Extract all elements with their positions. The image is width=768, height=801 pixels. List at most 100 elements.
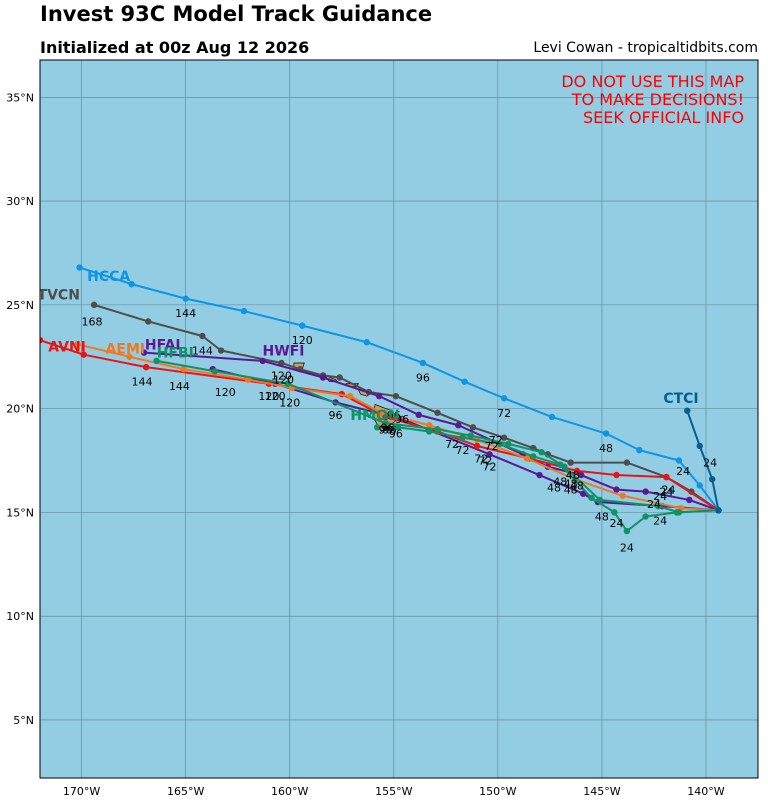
forecast-hour-label: 24	[662, 484, 676, 497]
model-label-hwfi: HWFI	[263, 344, 305, 360]
track-point	[145, 318, 152, 325]
forecast-hour-label: 120	[258, 390, 279, 403]
track-point	[642, 513, 649, 520]
forecast-hour-label: 120	[215, 386, 236, 399]
track-point	[654, 502, 662, 510]
track-point	[382, 413, 389, 421]
lon-tick-label: 145°W	[583, 785, 620, 798]
track-tvcn	[90, 301, 722, 514]
lat-tick-label: 35°N	[6, 91, 34, 104]
forecast-hour-label: 72	[489, 434, 503, 447]
track-point	[588, 494, 595, 502]
track-point	[142, 363, 150, 371]
forecast-hour-label: 24	[676, 465, 690, 478]
lat-tick-label: 30°N	[6, 195, 34, 208]
track-point	[434, 426, 441, 433]
track-point	[415, 411, 422, 419]
track-point	[473, 442, 481, 450]
model-label-hmon: HMON	[350, 408, 399, 424]
track-point	[623, 459, 631, 466]
track-point	[382, 419, 389, 427]
forecast-hour-labels: 2448729612014424487296120144168244872961…	[82, 307, 718, 554]
track-point	[392, 392, 400, 400]
track-point	[613, 486, 620, 493]
track-point	[419, 359, 427, 367]
track-point	[80, 351, 87, 358]
forecast-hour-label: 72	[445, 438, 459, 451]
track-point	[611, 509, 618, 516]
track-point	[684, 407, 691, 414]
track-point	[425, 422, 433, 429]
track-point	[613, 471, 620, 479]
track-point	[530, 453, 537, 460]
track-point	[523, 455, 531, 462]
forecast-hour-label: 168	[82, 315, 103, 328]
track-point	[496, 440, 504, 448]
forecast-hour-label: 96	[381, 421, 395, 434]
track-point	[536, 471, 543, 479]
track-point	[636, 446, 643, 454]
page-subtitle: Initialized at 00z Aug 12 2026	[40, 38, 310, 57]
lat-tick-label: 20°N	[6, 403, 34, 416]
forecast-hour-label: 24	[609, 517, 623, 530]
lon-tick-label: 150°W	[479, 785, 516, 798]
track-point	[211, 368, 219, 375]
track-point	[455, 422, 462, 429]
track-point	[696, 442, 703, 450]
track-point	[90, 301, 98, 309]
track-point	[259, 357, 266, 365]
forecast-hour-label: 120	[279, 396, 300, 409]
lon-tick-label: 160°W	[271, 785, 308, 798]
forecast-hour-label: 24	[647, 498, 661, 511]
track-point	[373, 424, 381, 431]
forecast-hour-label: 120	[292, 334, 313, 347]
track-point	[299, 322, 306, 329]
track-line	[77, 343, 719, 512]
forecast-hour-label: 72	[455, 444, 469, 457]
forecast-hour-label: 72	[485, 440, 499, 453]
track-point	[602, 430, 610, 437]
forecast-hour-label: 120	[273, 374, 294, 387]
model-label-ctci: CTCI	[663, 391, 698, 407]
forecast-hour-label: 144	[192, 345, 213, 358]
track-point	[696, 482, 703, 489]
forecast-hour-label: 48	[599, 442, 613, 455]
track-point	[557, 461, 564, 468]
track-point	[469, 424, 477, 431]
track-point	[180, 365, 187, 373]
map-frame	[39, 59, 759, 779]
forecast-hour-label: 72	[474, 452, 488, 465]
forecast-hour-label: 24	[659, 486, 673, 499]
track-point	[153, 357, 160, 365]
model-label-hcca: HCCA	[87, 269, 130, 285]
track-point	[619, 492, 626, 499]
track-point	[642, 488, 649, 495]
track-point	[663, 473, 670, 481]
forecast-hour-label: 48	[547, 481, 561, 494]
track-point	[434, 409, 441, 416]
forecast-hour-label: 144	[169, 380, 190, 393]
track-hfbi	[373, 424, 722, 535]
axis-labels: 170°W 165°W 160°W 155°W 150°W 145°W 140°W 5°N 10…	[6, 91, 725, 798]
track-point	[376, 392, 383, 400]
forecast-hour-label: 144	[131, 376, 152, 389]
track-point	[573, 467, 581, 475]
forecast-hour-label: 120	[271, 369, 292, 382]
track-point	[126, 353, 133, 360]
forecast-hour-label: 96	[416, 371, 430, 384]
track-point	[199, 332, 206, 340]
track-point	[623, 527, 631, 535]
track-point	[363, 339, 370, 346]
warning-line: DO NOT USE THIS MAP	[561, 72, 744, 91]
track-hfai	[140, 349, 722, 514]
forecast-hour-label: 48	[570, 479, 584, 492]
track-point	[394, 424, 402, 431]
track-point	[284, 380, 291, 387]
track-point	[486, 451, 493, 458]
lon-tick-label: 155°W	[375, 785, 412, 798]
track-point	[548, 413, 556, 421]
forecast-hour-label: 24	[703, 457, 717, 470]
track-point	[425, 428, 433, 435]
